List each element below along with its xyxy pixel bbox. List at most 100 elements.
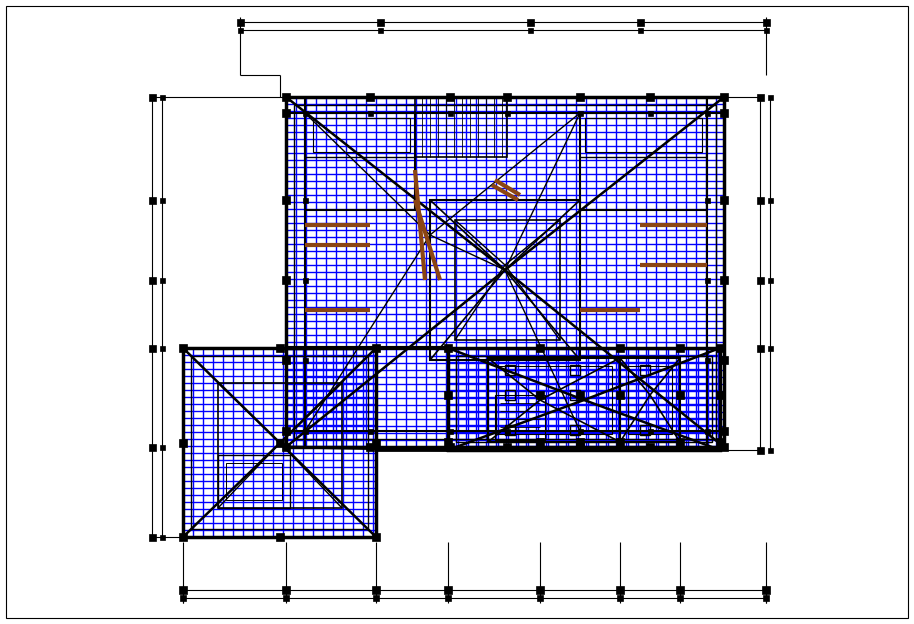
Bar xyxy=(313,118,410,152)
Bar xyxy=(148,94,155,100)
Bar xyxy=(373,595,379,601)
Bar xyxy=(570,365,580,375)
Bar xyxy=(505,425,515,435)
Bar xyxy=(768,198,772,203)
Bar xyxy=(768,94,772,99)
Bar xyxy=(276,439,284,447)
Bar xyxy=(444,344,452,352)
Bar xyxy=(721,110,727,115)
Bar xyxy=(536,438,544,446)
Bar xyxy=(218,455,290,508)
Bar xyxy=(303,198,307,203)
Bar xyxy=(537,595,543,601)
Bar xyxy=(218,383,342,508)
Bar xyxy=(576,443,584,451)
Bar xyxy=(448,110,452,115)
Bar xyxy=(148,344,155,351)
Bar xyxy=(768,447,772,452)
Bar xyxy=(570,425,580,435)
Bar xyxy=(763,595,769,601)
Bar xyxy=(536,586,544,594)
Bar xyxy=(768,346,772,351)
Bar xyxy=(676,344,684,352)
Bar xyxy=(720,276,728,284)
Bar xyxy=(576,93,584,101)
Bar xyxy=(720,196,728,204)
Bar xyxy=(646,443,654,451)
Bar xyxy=(526,19,534,26)
Bar xyxy=(580,113,707,210)
Bar xyxy=(446,443,454,451)
Bar xyxy=(303,429,307,434)
Bar xyxy=(444,586,452,594)
Bar xyxy=(282,356,290,364)
Bar xyxy=(446,93,454,101)
Bar xyxy=(505,390,515,400)
Bar xyxy=(705,429,709,434)
Bar xyxy=(456,356,712,442)
Bar xyxy=(763,27,769,32)
Bar xyxy=(282,93,290,101)
Bar xyxy=(676,391,684,399)
Bar xyxy=(616,391,624,399)
Bar xyxy=(303,358,307,363)
Bar xyxy=(160,198,165,203)
Bar xyxy=(578,110,582,115)
Bar xyxy=(179,533,187,541)
Bar xyxy=(762,586,770,594)
Bar xyxy=(366,443,374,451)
Bar xyxy=(444,438,452,446)
Bar xyxy=(720,443,728,451)
Bar xyxy=(757,344,763,351)
Bar xyxy=(570,390,580,400)
Bar xyxy=(238,27,242,32)
Bar xyxy=(160,346,165,351)
Bar xyxy=(616,586,624,594)
Bar xyxy=(768,278,772,283)
Bar xyxy=(372,344,380,352)
Bar xyxy=(716,391,724,399)
Bar xyxy=(305,113,415,210)
Bar xyxy=(676,586,684,594)
Bar xyxy=(503,443,511,451)
Bar xyxy=(372,586,380,594)
Bar xyxy=(415,97,507,157)
Bar xyxy=(445,595,451,601)
Bar xyxy=(179,586,187,594)
Bar xyxy=(148,444,155,451)
Bar xyxy=(283,429,289,434)
Bar xyxy=(237,19,243,26)
Bar xyxy=(294,105,716,439)
Bar xyxy=(505,365,515,375)
Bar xyxy=(283,595,289,601)
Bar xyxy=(276,344,284,352)
Bar xyxy=(720,356,728,364)
Bar xyxy=(226,463,282,500)
Bar xyxy=(720,427,728,435)
Bar xyxy=(578,429,582,434)
Bar xyxy=(676,438,684,446)
Bar xyxy=(705,358,709,363)
Bar xyxy=(576,438,584,446)
Bar xyxy=(179,344,187,352)
Bar xyxy=(303,110,307,115)
Bar xyxy=(637,27,643,32)
Bar xyxy=(148,534,155,540)
Bar xyxy=(495,395,545,440)
Bar xyxy=(160,278,165,283)
Bar xyxy=(377,19,384,26)
Bar xyxy=(183,348,376,537)
Bar xyxy=(616,344,624,352)
Bar xyxy=(305,113,707,431)
Bar xyxy=(647,110,653,115)
Bar xyxy=(536,344,544,352)
Bar xyxy=(705,278,709,283)
Bar xyxy=(488,358,620,442)
Bar xyxy=(757,197,763,203)
Bar xyxy=(276,533,284,541)
Bar xyxy=(283,110,289,115)
Bar xyxy=(160,444,165,449)
Bar xyxy=(303,278,307,283)
Bar xyxy=(372,439,380,447)
Bar xyxy=(191,356,368,529)
